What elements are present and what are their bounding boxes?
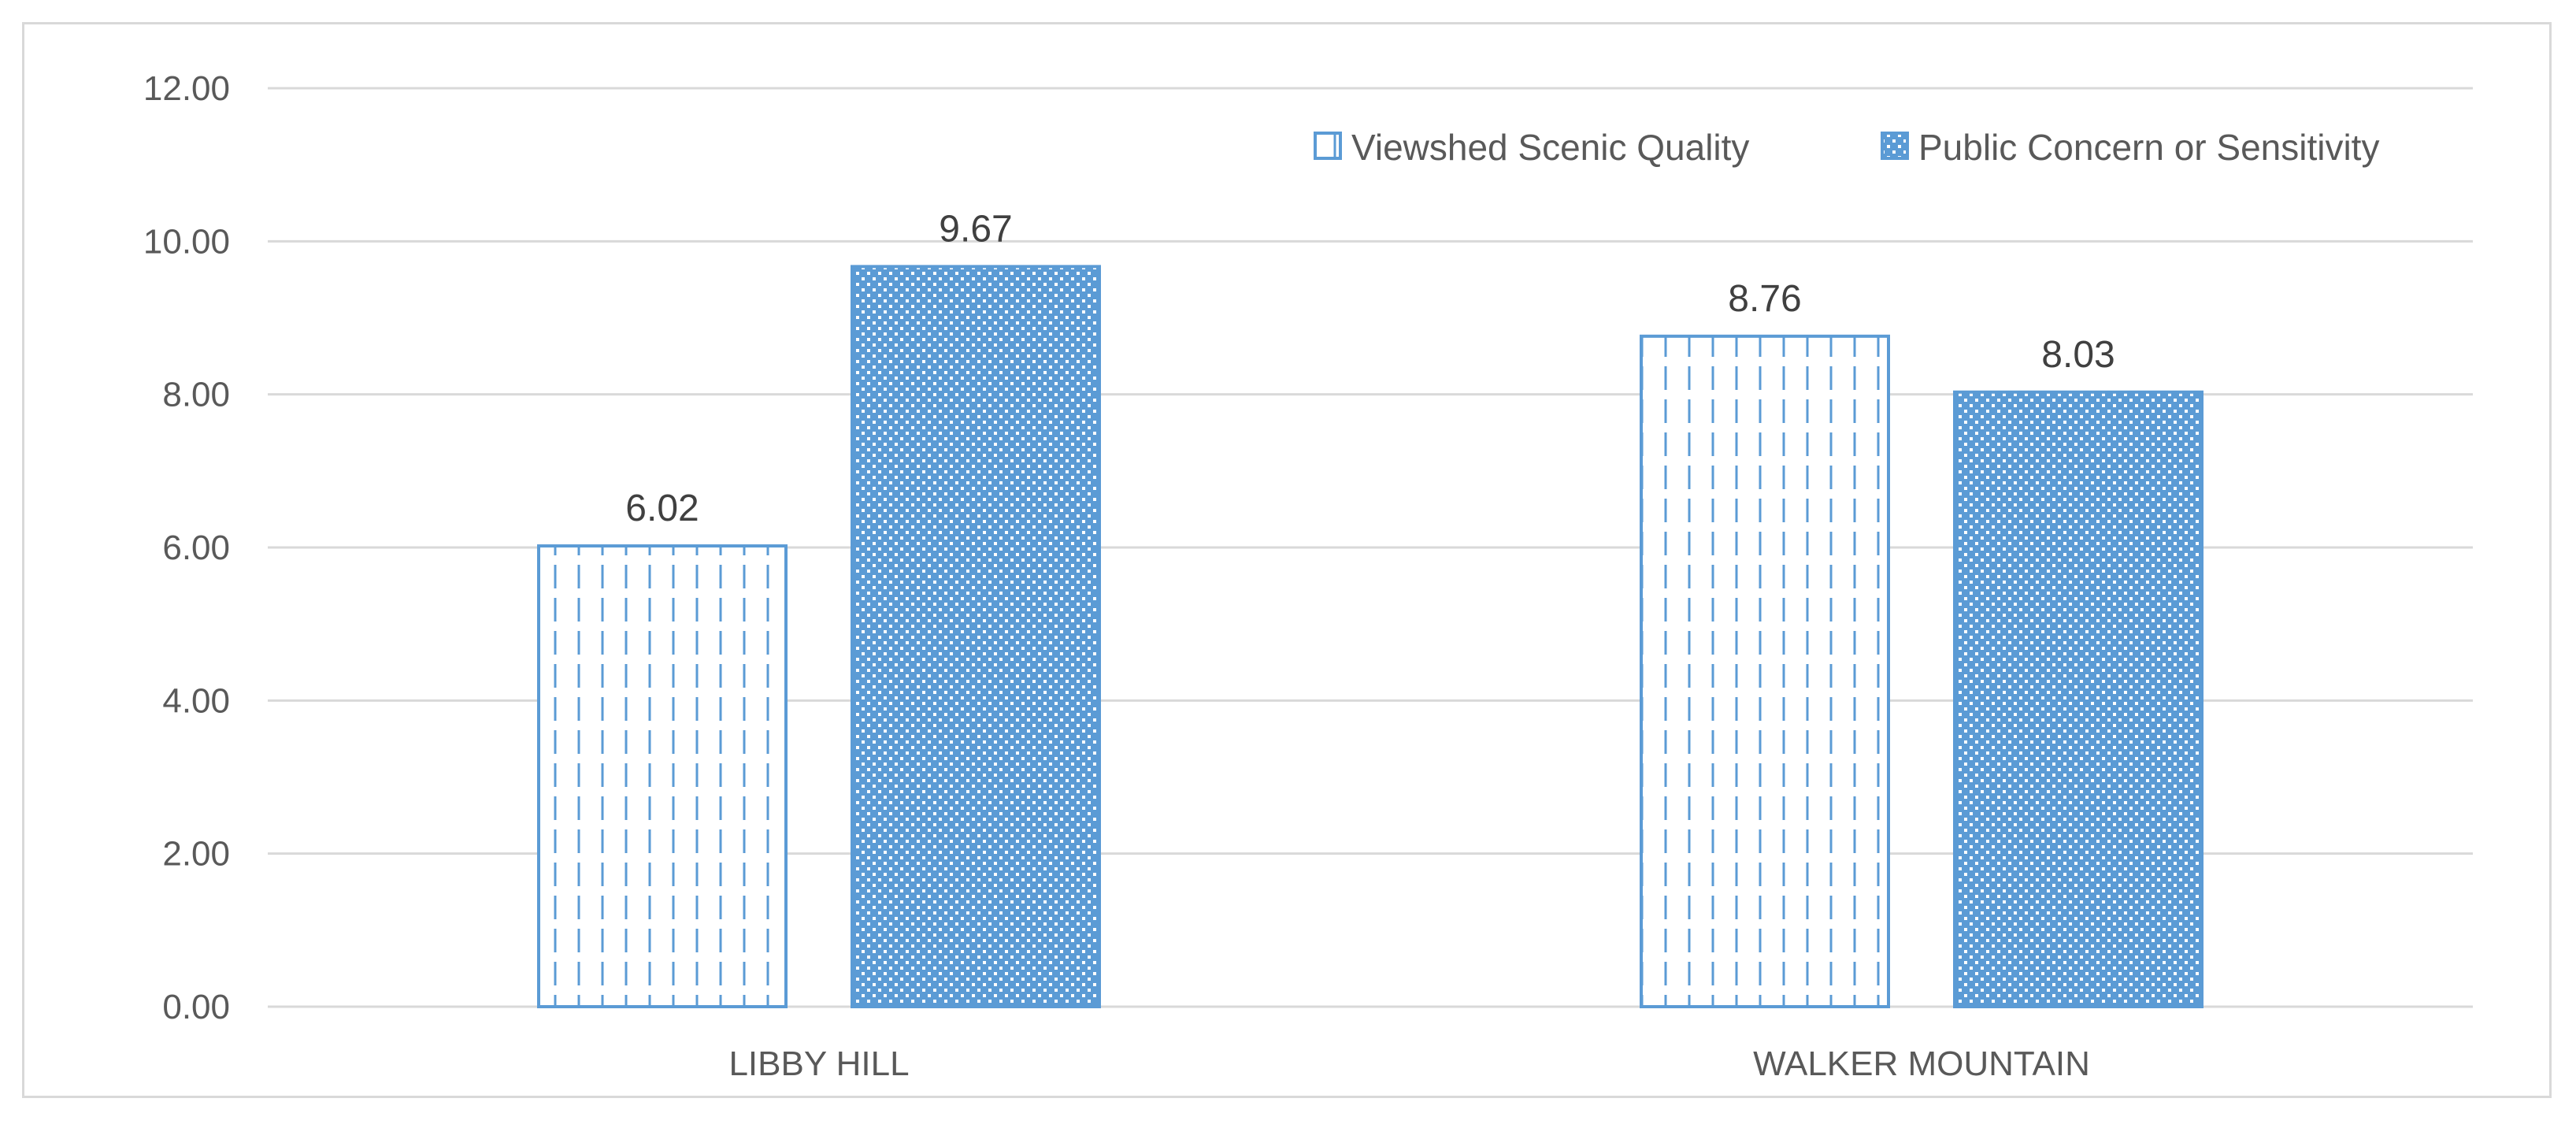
legend-swatch <box>1314 132 1342 160</box>
y-tick-label: 8.00 <box>162 376 230 414</box>
data-label: 8.03 <box>2041 334 2115 376</box>
y-tick-label: 4.00 <box>162 681 230 720</box>
bar-public-concern-or-sensitivity <box>851 265 1101 1009</box>
data-label: 9.67 <box>939 208 1012 250</box>
x-category-label: LIBBY HILL <box>728 1045 909 1083</box>
data-label: 8.76 <box>1728 278 1801 320</box>
x-category-label: WALKER MOUNTAIN <box>1753 1045 2090 1083</box>
legend: Viewshed Scenic Quality Public Concern or… <box>1314 127 2379 168</box>
legend-label: Viewshed Scenic Quality <box>1351 127 1749 168</box>
bar-public-concern-or-sensitivity <box>1953 390 2203 1009</box>
y-axis-tick-labels: 0.00 2.00 4.00 6.00 8.00 10.00 12.00 <box>143 69 230 1026</box>
legend-label: Public Concern or Sensitivity <box>1918 127 2379 168</box>
y-tick-label: 10.00 <box>143 222 230 261</box>
bars <box>537 265 2203 1009</box>
y-tick-label: 6.00 <box>162 529 230 567</box>
y-tick-label: 0.00 <box>162 988 230 1026</box>
x-axis-category-labels: LIBBY HILL WALKER MOUNTAIN <box>728 1045 2089 1083</box>
legend-swatch <box>1881 132 1909 160</box>
y-tick-label: 2.00 <box>162 835 230 874</box>
y-tick-label: 12.00 <box>143 69 230 108</box>
bar-viewshed-scenic-quality <box>537 544 788 1008</box>
bar-viewshed-scenic-quality <box>1640 334 1890 1008</box>
data-label: 6.02 <box>625 488 699 529</box>
data-labels: 6.02 9.67 8.76 8.03 <box>625 208 2115 529</box>
